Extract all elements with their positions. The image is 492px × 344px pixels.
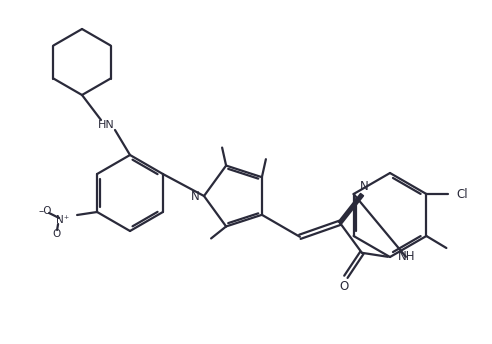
Text: O: O xyxy=(339,280,348,293)
Text: –O: –O xyxy=(38,206,52,216)
Text: HN: HN xyxy=(97,120,114,130)
Text: O: O xyxy=(52,229,60,239)
Text: N⁺: N⁺ xyxy=(57,215,70,225)
Text: N: N xyxy=(191,190,200,203)
Text: Cl: Cl xyxy=(457,187,468,201)
Text: NH: NH xyxy=(398,250,415,263)
Text: N: N xyxy=(360,180,369,193)
